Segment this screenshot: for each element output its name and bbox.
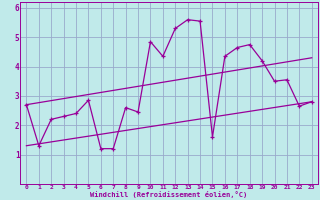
X-axis label: Windchill (Refroidissement éolien,°C): Windchill (Refroidissement éolien,°C) xyxy=(91,191,248,198)
